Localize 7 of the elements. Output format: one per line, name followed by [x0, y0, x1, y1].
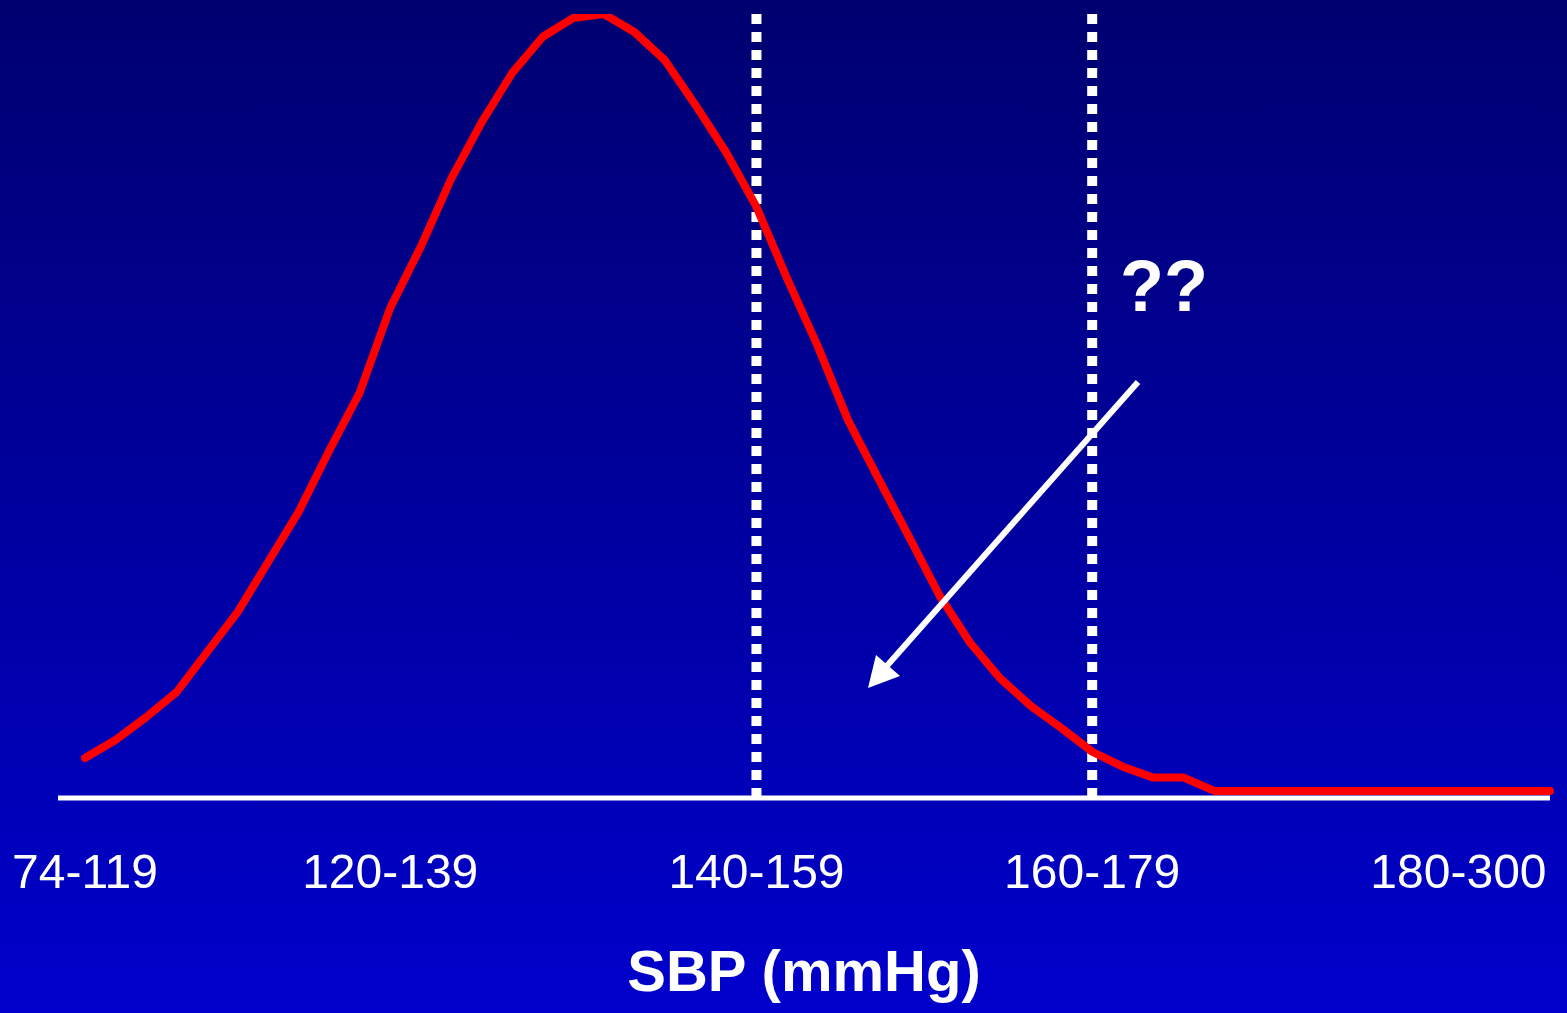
annotation: ?? [1120, 246, 1208, 326]
x-axis-title: SBP (mmHg) [627, 938, 981, 1003]
x-tick-label: 160-179 [1004, 845, 1181, 899]
x-tick-label: 180-300 [1370, 845, 1547, 899]
x-tick-label: 74-119 [12, 845, 158, 899]
x-tick-label: 140-159 [668, 845, 845, 899]
x-tick-label: 120-139 [302, 845, 479, 899]
